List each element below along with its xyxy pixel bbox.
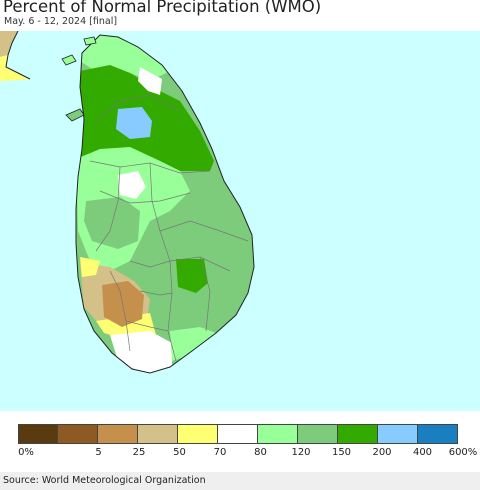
legend-swatch	[138, 424, 178, 444]
source-footer: Source: World Meteorological Organizatio…	[0, 472, 480, 490]
page-title: Percent of Normal Precipitation (WMO)	[3, 0, 322, 16]
southwest-yellow-band	[80, 257, 100, 277]
mannar-island	[65, 108, 85, 122]
legend-swatch	[378, 424, 418, 444]
island-fragment	[83, 36, 97, 46]
legend-tick-label: 0%	[18, 447, 34, 458]
legend-swatch	[418, 424, 458, 444]
legend-tick-label: 400	[412, 447, 433, 458]
legend-tick-label: 120	[291, 447, 311, 458]
date-subtitle: May. 6 - 12, 2024 [final]	[4, 16, 118, 27]
legend-swatch	[58, 424, 98, 444]
southeast-dark-patch	[176, 259, 208, 293]
legend-tick-label: 600%	[448, 447, 478, 458]
legend-tick-label: 200	[372, 447, 392, 458]
legend-tick-label: 5	[95, 447, 102, 458]
southwest-brown-core	[102, 281, 144, 327]
east-light-zone	[170, 327, 216, 361]
legend-swatch	[178, 424, 218, 444]
island-fragment	[61, 54, 77, 66]
legend-tick-label: 25	[132, 447, 146, 458]
legend-swatch	[298, 424, 338, 444]
map-svg	[0, 30, 255, 374]
legend-tick-label: 70	[213, 447, 227, 458]
precipitation-map	[0, 30, 480, 411]
island-outline	[75, 34, 255, 374]
blue-patch	[116, 107, 152, 139]
legend-swatch	[18, 424, 58, 444]
legend-tick-label: 150	[331, 447, 352, 458]
legend-tick-label: 80	[254, 447, 267, 458]
legend-swatch	[338, 424, 378, 444]
mainland-region	[0, 31, 18, 57]
legend-swatch	[258, 424, 298, 444]
central-white-patch	[118, 171, 146, 199]
district-boundaries	[89, 94, 249, 362]
legend-swatch	[98, 424, 138, 444]
legend-color-bar	[18, 424, 458, 444]
north-white-patch	[138, 67, 162, 95]
mainland-coast	[5, 30, 31, 80]
legend-swatch	[218, 424, 258, 444]
mainland-yellow	[0, 55, 30, 81]
south-white-zone	[110, 331, 172, 373]
legend-tick-label: 50	[173, 447, 186, 458]
source-text: Source: World Meteorological Organizatio…	[3, 475, 206, 486]
